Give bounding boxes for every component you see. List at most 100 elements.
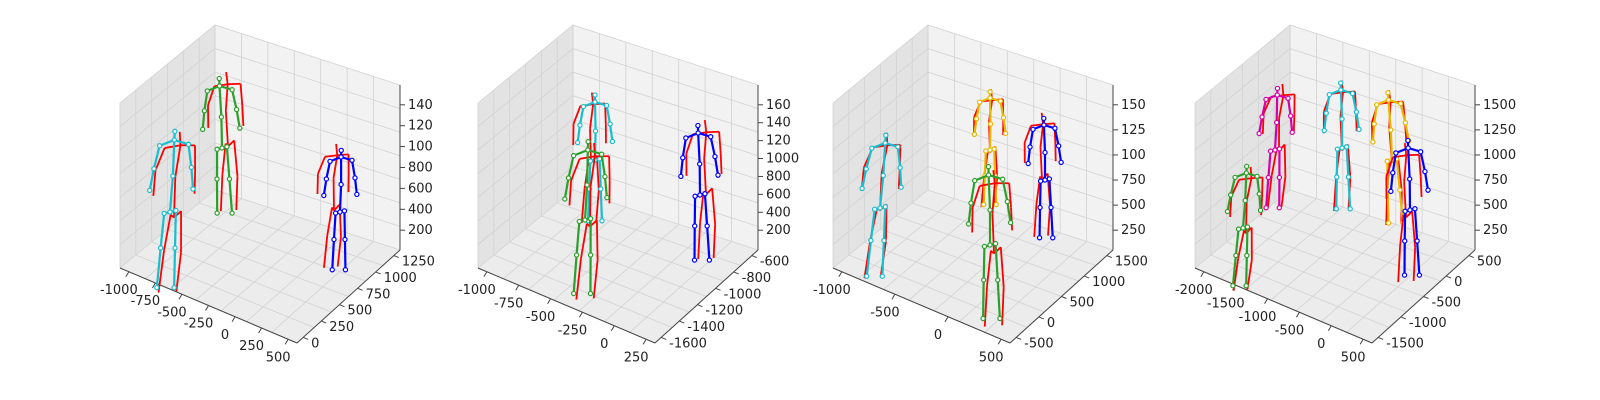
ground-truth-bone	[154, 147, 166, 171]
ground-truth-bone	[225, 71, 229, 85]
joint-marker	[1321, 127, 1327, 134]
floor-pane	[833, 190, 1113, 343]
joint-marker	[1416, 272, 1423, 278]
joint-marker	[680, 155, 686, 161]
ground-truth-bone	[595, 190, 600, 222]
joint-marker	[592, 128, 599, 134]
ground-truth-bone	[175, 252, 182, 292]
x-tick-label: 500	[979, 350, 1004, 365]
predicted-bone	[1371, 123, 1376, 143]
x-tick	[231, 316, 236, 323]
predicted-bone	[999, 100, 1005, 118]
joint-marker	[980, 315, 986, 322]
predicted-bone	[332, 213, 337, 240]
back-pane	[215, 25, 400, 250]
joint-marker	[1273, 119, 1280, 126]
predicted-bone	[1345, 146, 1350, 178]
predicted-bone	[860, 168, 868, 189]
predicted-bone	[1335, 149, 1339, 178]
floor-pane	[478, 190, 758, 343]
grid-line	[896, 215, 1079, 282]
joint-marker	[323, 176, 330, 182]
joint-marker	[983, 148, 989, 154]
ground-truth-bone	[568, 180, 572, 206]
x-tick-label: 500	[1341, 350, 1366, 365]
joint-marker	[1384, 158, 1390, 164]
joint-marker	[692, 193, 698, 199]
ground-truth-bone	[224, 110, 229, 147]
y-tick-label: 500	[347, 304, 372, 319]
grid-line	[525, 228, 707, 297]
joint-marker	[332, 210, 339, 216]
predicted-bone	[171, 139, 176, 177]
joint-marker	[981, 277, 987, 283]
joint-marker	[1052, 125, 1058, 132]
joint-marker	[683, 135, 689, 141]
ground-truth-bone	[1249, 166, 1253, 179]
grid-line	[880, 228, 1062, 297]
joint-marker	[1390, 170, 1396, 176]
predicted-bone	[1027, 146, 1032, 164]
joint-marker	[321, 192, 327, 199]
x-tick	[838, 271, 843, 278]
joint-marker	[188, 164, 195, 171]
x-tick-label: -2000	[1175, 283, 1213, 298]
x-tick-label: -1000	[100, 283, 138, 298]
predicted-bone	[1289, 115, 1294, 133]
predicted-bone	[567, 155, 575, 179]
x-tick-label: 250	[239, 339, 264, 354]
joint-marker	[1333, 206, 1339, 212]
joint-marker	[1243, 283, 1249, 289]
ground-truth-bone	[697, 222, 701, 260]
joint-marker	[587, 215, 594, 222]
joint-marker	[704, 223, 710, 229]
y-axis	[654, 249, 759, 344]
joint-marker	[161, 210, 167, 217]
ground-truth-bone	[991, 183, 996, 214]
grid-line	[183, 215, 366, 282]
joint-marker	[218, 114, 225, 120]
joint-marker	[1042, 177, 1048, 183]
predicted-bone	[975, 101, 981, 120]
predicted-bone	[1323, 113, 1328, 131]
predicted-bone	[331, 239, 336, 270]
ground-truth-bone	[239, 83, 244, 106]
grid-line	[477, 71, 759, 151]
predicted-bone	[1260, 99, 1268, 118]
predicted-bone	[1053, 128, 1060, 147]
grid-line	[1194, 24, 1476, 104]
predicted-bone	[353, 177, 358, 195]
joint-marker	[877, 205, 883, 211]
predicted-bone	[1419, 151, 1427, 172]
ground-truth-bone	[575, 258, 582, 300]
ground-truth-bone	[1261, 177, 1264, 198]
predicted-bone	[235, 109, 241, 129]
predicted-bone	[338, 184, 343, 213]
joint-marker	[190, 186, 196, 192]
joint-marker	[1334, 146, 1341, 152]
skeleton-3	[1321, 80, 1362, 212]
predicted-bone	[697, 132, 701, 165]
ground-truth-bone	[157, 250, 165, 293]
y-tick	[339, 304, 345, 308]
grid-line	[477, 118, 759, 198]
predicted-bone	[679, 157, 684, 177]
grid-line	[832, 142, 1114, 222]
predicted-bone	[1028, 129, 1035, 148]
predicted-bone	[1245, 226, 1249, 256]
ground-truth-bone	[1346, 144, 1352, 179]
ground-truth-bone	[163, 214, 172, 251]
joint-marker	[1055, 143, 1062, 149]
predicted-bone	[1389, 172, 1394, 192]
y-tick	[393, 255, 400, 259]
ground-truth-bone	[1229, 196, 1233, 218]
predicted-bone	[230, 89, 238, 110]
joint-marker	[1002, 130, 1009, 137]
ground-truth-bone	[1030, 123, 1044, 127]
x-tick	[151, 282, 156, 289]
grid-line	[1274, 202, 1458, 266]
z-tick-label: 200	[766, 223, 791, 238]
joint-marker	[1407, 207, 1413, 213]
joint-marker	[971, 131, 978, 138]
